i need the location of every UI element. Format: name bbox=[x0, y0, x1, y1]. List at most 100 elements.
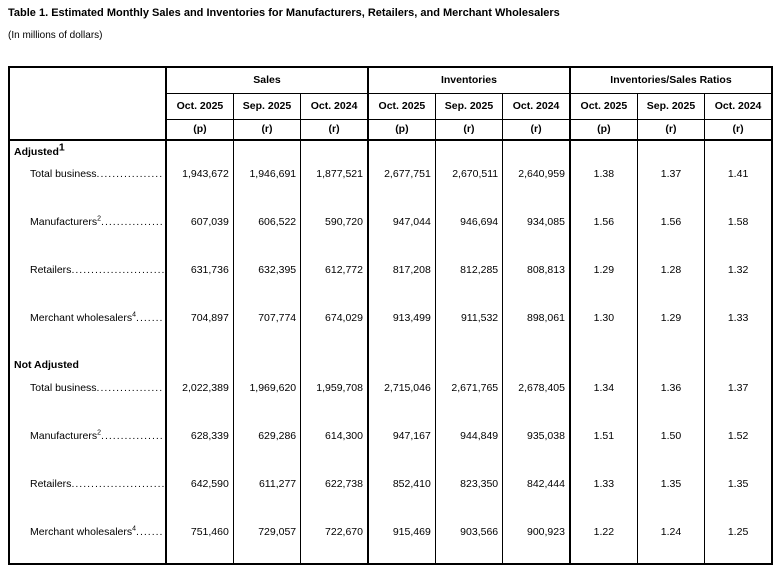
inventory-value: 934,085 bbox=[502, 210, 571, 258]
sales-value: 751,460 bbox=[164, 520, 234, 564]
ratio-value: 1.50 bbox=[636, 424, 706, 472]
table-row: Merchant wholesalers4...................… bbox=[8, 306, 773, 354]
leader-dots: ........................................… bbox=[96, 168, 164, 180]
ratio-value: 1.52 bbox=[704, 424, 773, 472]
inventory-value: 947,167 bbox=[366, 424, 436, 472]
inventory-value: 900,923 bbox=[502, 520, 571, 564]
inventory-value: 898,061 bbox=[502, 306, 571, 354]
ratio-value: 1.33 bbox=[568, 472, 638, 520]
sales-value: 1,877,521 bbox=[300, 162, 369, 210]
table-row: Total business..........................… bbox=[8, 376, 773, 424]
table-row: Retailers...............................… bbox=[8, 472, 773, 520]
row-label: Total business bbox=[30, 168, 97, 180]
ratio-value: 1.56 bbox=[636, 210, 706, 258]
leader-dots: ........................................… bbox=[71, 478, 164, 490]
ratio-value: 1.22 bbox=[568, 520, 638, 564]
row-label: Total business bbox=[30, 382, 97, 394]
ratio-value: 1.51 bbox=[568, 424, 638, 472]
table-row: Manufacturers2..........................… bbox=[8, 210, 773, 258]
col-group-sales: Sales bbox=[165, 67, 369, 94]
inventory-value: 823,350 bbox=[434, 472, 504, 520]
ratio-value: 1.29 bbox=[568, 258, 638, 306]
ratio-value: 1.35 bbox=[636, 472, 706, 520]
ratio-value: 1.37 bbox=[636, 162, 706, 210]
inventory-value: 2,670,511 bbox=[434, 162, 504, 210]
sales-value: 722,670 bbox=[300, 520, 369, 564]
period-header: Sep. 2025 bbox=[232, 93, 302, 120]
ratio-value: 1.41 bbox=[704, 162, 773, 210]
inventory-value: 2,715,046 bbox=[366, 376, 436, 424]
sales-value: 622,738 bbox=[300, 472, 369, 520]
col-group-ratios: Inventories/Sales Ratios bbox=[568, 67, 773, 94]
footnote-marker: 4 bbox=[132, 525, 137, 533]
ratio-value: 1.28 bbox=[636, 258, 706, 306]
sales-value: 1,959,708 bbox=[300, 376, 369, 424]
period-note: (p) bbox=[568, 119, 638, 141]
sales-value: 614,300 bbox=[300, 424, 369, 472]
inventory-value: 911,532 bbox=[434, 306, 504, 354]
leader-dots: ........................................… bbox=[136, 526, 164, 538]
ratio-value: 1.58 bbox=[704, 210, 773, 258]
section-label: Adjusted bbox=[14, 145, 59, 158]
ratio-value: 1.37 bbox=[704, 376, 773, 424]
footnote-marker: 4 bbox=[132, 311, 137, 319]
period-header: Sep. 2025 bbox=[636, 93, 706, 120]
leader-dots: ........................................… bbox=[136, 312, 164, 324]
sales-value: 590,720 bbox=[300, 210, 369, 258]
period-note: (r) bbox=[434, 119, 504, 141]
inventory-value: 812,285 bbox=[434, 258, 504, 306]
inventory-value: 903,566 bbox=[434, 520, 504, 564]
row-label: Retailers bbox=[30, 478, 72, 490]
table-row: Total business..........................… bbox=[8, 162, 773, 210]
period-header: Sep. 2025 bbox=[434, 93, 504, 120]
ratio-value: 1.36 bbox=[636, 376, 706, 424]
sales-value: 628,339 bbox=[164, 424, 234, 472]
leader-dots: ........................................… bbox=[101, 216, 164, 228]
sales-value: 1,969,620 bbox=[232, 376, 302, 424]
ratio-value: 1.24 bbox=[636, 520, 706, 564]
footnote-marker: 2 bbox=[97, 215, 102, 223]
leader-dots: ........................................… bbox=[96, 382, 164, 394]
period-note: (r) bbox=[704, 119, 773, 141]
inventory-value: 944,849 bbox=[434, 424, 504, 472]
ratio-value: 1.38 bbox=[568, 162, 638, 210]
inventory-value: 842,444 bbox=[502, 472, 571, 520]
period-header: Oct. 2024 bbox=[300, 93, 369, 120]
ratio-value: 1.25 bbox=[704, 520, 773, 564]
period-header: Oct. 2025 bbox=[568, 93, 638, 120]
section-label: Not Adjusted bbox=[14, 359, 79, 371]
stub-header-cell bbox=[8, 67, 167, 141]
sales-value: 642,590 bbox=[164, 472, 234, 520]
period-header: Oct. 2024 bbox=[502, 93, 571, 120]
inventory-value: 935,038 bbox=[502, 424, 571, 472]
sales-value: 704,897 bbox=[164, 306, 234, 354]
inventory-value: 946,694 bbox=[434, 210, 504, 258]
sales-value: 1,943,672 bbox=[164, 162, 234, 210]
inventory-value: 852,410 bbox=[366, 472, 436, 520]
ratio-value: 1.35 bbox=[704, 472, 773, 520]
row-label: Merchant wholesalers bbox=[30, 312, 133, 324]
table-subtitle: (In millions of dollars) bbox=[8, 30, 103, 41]
inventory-value: 2,677,751 bbox=[366, 162, 436, 210]
sales-value: 729,057 bbox=[232, 520, 302, 564]
period-header: Oct. 2025 bbox=[164, 93, 234, 120]
sales-value: 629,286 bbox=[232, 424, 302, 472]
inventory-value: 915,469 bbox=[366, 520, 436, 564]
section-heading: Not Adjusted bbox=[8, 354, 167, 376]
sales-value: 606,522 bbox=[232, 210, 302, 258]
leader-dots: ........................................… bbox=[101, 430, 164, 442]
leader-dots: ........................................… bbox=[71, 264, 164, 276]
inventory-value: 947,044 bbox=[366, 210, 436, 258]
row-label: Manufacturers bbox=[30, 430, 98, 442]
ratio-value: 1.34 bbox=[568, 376, 638, 424]
inventory-value: 2,671,765 bbox=[434, 376, 504, 424]
inventory-value: 2,678,405 bbox=[502, 376, 571, 424]
row-label: Retailers bbox=[30, 264, 72, 276]
footnote-marker: 2 bbox=[97, 429, 102, 437]
period-note: (p) bbox=[164, 119, 234, 141]
table-title: Table 1. Estimated Monthly Sales and Inv… bbox=[8, 7, 560, 19]
period-header: Oct. 2024 bbox=[704, 93, 773, 120]
period-note: (p) bbox=[366, 119, 436, 141]
sales-value: 2,022,389 bbox=[164, 376, 234, 424]
row-label: Merchant wholesalers bbox=[30, 526, 133, 538]
